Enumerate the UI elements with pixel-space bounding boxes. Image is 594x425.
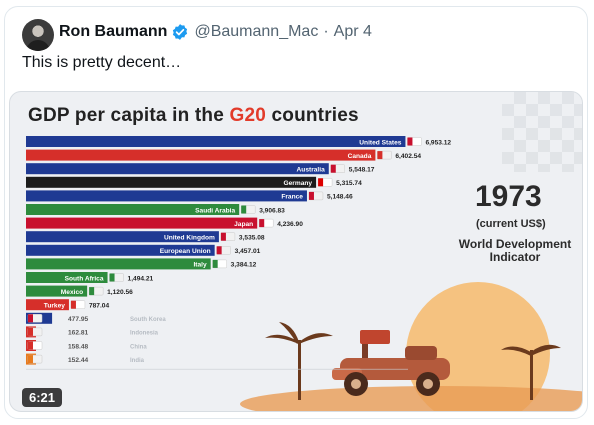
bar-label: China — [130, 344, 147, 350]
bar-south-africa — [26, 272, 108, 283]
bar-value-label: 787.04 — [89, 303, 110, 310]
bar-label: Saudi Arabia — [195, 207, 235, 214]
source-line-2: Indicator — [489, 250, 541, 264]
india-flag-icon-stripe — [28, 355, 33, 364]
bar-value-label: 162.81 — [68, 330, 89, 337]
us-flag-icon-stripe — [407, 137, 413, 146]
bar-united-states — [26, 136, 406, 147]
bar-mexico — [26, 285, 88, 297]
japan-flag-icon-stripe — [259, 219, 265, 228]
bar-value-label: 5,148.46 — [327, 194, 353, 201]
bar-label: European Union — [160, 248, 211, 255]
bar-label: Mexico — [61, 289, 83, 296]
header-separator: · — [323, 23, 329, 40]
background-pattern — [502, 92, 582, 172]
bar-france — [26, 190, 307, 202]
bar-canada — [26, 149, 376, 161]
italy-flag-icon-stripe — [212, 259, 218, 268]
bar-value-label: 158.48 — [68, 343, 89, 350]
bar-label: India — [130, 358, 145, 364]
chart-title-suffix: countries — [266, 105, 359, 126]
chart-title: GDP per capita in the G20 countries — [28, 105, 359, 127]
chart-title-prefix: GDP per capita in the — [28, 105, 230, 126]
south-korea-flag-icon-stripe — [28, 314, 33, 323]
bar-value-label: 477.95 — [68, 316, 89, 323]
china-flag-icon-stripe — [28, 341, 33, 350]
video-media[interactable]: GDP per capita in the G20 countries — [9, 91, 583, 412]
tweet-text: This is pretty decent… — [22, 54, 182, 71]
france-flag-icon-stripe — [308, 191, 314, 200]
author-name[interactable]: Ron Baumann — [59, 23, 168, 40]
tweet-card[interactable]: Ron Baumann @Baumann_Mac · Apr 4 This is… — [4, 6, 588, 419]
uk-flag-icon-stripe — [220, 232, 226, 241]
bar-value-label: 6,953.12 — [425, 139, 451, 146]
verified-badge-icon — [173, 24, 188, 40]
palm-tree-graphic — [265, 322, 333, 400]
bar-italy — [26, 258, 211, 270]
bar-value-label: 5,548.17 — [349, 167, 375, 174]
bird-graphic — [360, 330, 390, 344]
bar-value-label: 3,906.83 — [259, 207, 285, 214]
bar-label: United States — [359, 139, 401, 146]
bar-value-label: 4,236.90 — [277, 221, 303, 228]
source-label: World Development Indicator — [446, 237, 582, 264]
video-duration-badge[interactable]: 6:21 — [22, 388, 63, 407]
bar-japan — [26, 217, 258, 229]
bar-value-label: 1,120.56 — [107, 289, 133, 296]
south-africa-flag-icon-stripe — [109, 273, 115, 282]
chart-title-highlight: G20 — [229, 105, 267, 126]
author-handle[interactable]: @Baumann_Mac — [194, 23, 319, 40]
chart-scene: United States 6,953.12 Canada 6,402.54 Austr… — [26, 136, 582, 411]
bar-european-union — [26, 244, 215, 256]
bar-saudi-arabia — [26, 204, 240, 215]
bar-value-label: 1,494.21 — [128, 275, 154, 282]
avatar[interactable] — [22, 19, 54, 51]
currency-label: (current US$) — [476, 218, 546, 230]
year-label: 1973 — [475, 180, 542, 213]
bar-label: Turkey — [44, 303, 65, 310]
source-line-1: World Development — [458, 237, 572, 251]
bar-label: United Kingdom — [164, 235, 215, 242]
eu-flag-icon-stripe — [216, 246, 222, 255]
bar-value-label: 152.44 — [68, 357, 89, 364]
indonesia-flag-icon-stripe — [28, 327, 33, 336]
bar-label: Australia — [297, 167, 326, 174]
bar-label: South Africa — [65, 275, 104, 282]
bar-turkey — [26, 299, 69, 311]
bar-value-label: 5,315.74 — [336, 180, 362, 187]
bar-value-label: 3,384.12 — [231, 262, 257, 269]
turkey-flag-icon-stripe — [70, 300, 76, 309]
bar-australia — [26, 163, 329, 175]
australia-flag-icon-stripe — [330, 164, 336, 173]
bar-germany — [26, 176, 317, 188]
bar-value-label: 6,402.54 — [395, 153, 421, 160]
palm-tree-graphic — [501, 344, 561, 400]
bar-value-label: 3,535.08 — [239, 235, 265, 242]
canada-flag-icon-stripe — [377, 151, 383, 160]
bar-label: Italy — [193, 262, 207, 269]
mexico-flag-icon-stripe — [89, 287, 95, 296]
bar-united-kingdom — [26, 231, 219, 243]
bar-label: South Korea — [130, 317, 166, 323]
bar-label: Japan — [234, 221, 253, 228]
germany-flag-icon-stripe — [318, 178, 324, 187]
tweet-date[interactable]: Apr 4 — [333, 23, 372, 40]
bar-label: Canada — [348, 153, 372, 160]
bar-label: France — [281, 194, 303, 201]
bar-label: Germany — [283, 180, 312, 187]
tweet-header: Ron Baumann @Baumann_Mac · Apr 4 — [59, 21, 372, 43]
saudi-arabia-flag-icon-stripe — [241, 205, 247, 214]
ground-graphic — [240, 386, 582, 411]
bar-value-label: 3,457.01 — [235, 248, 261, 255]
bar-label: Indonesia — [130, 331, 159, 337]
